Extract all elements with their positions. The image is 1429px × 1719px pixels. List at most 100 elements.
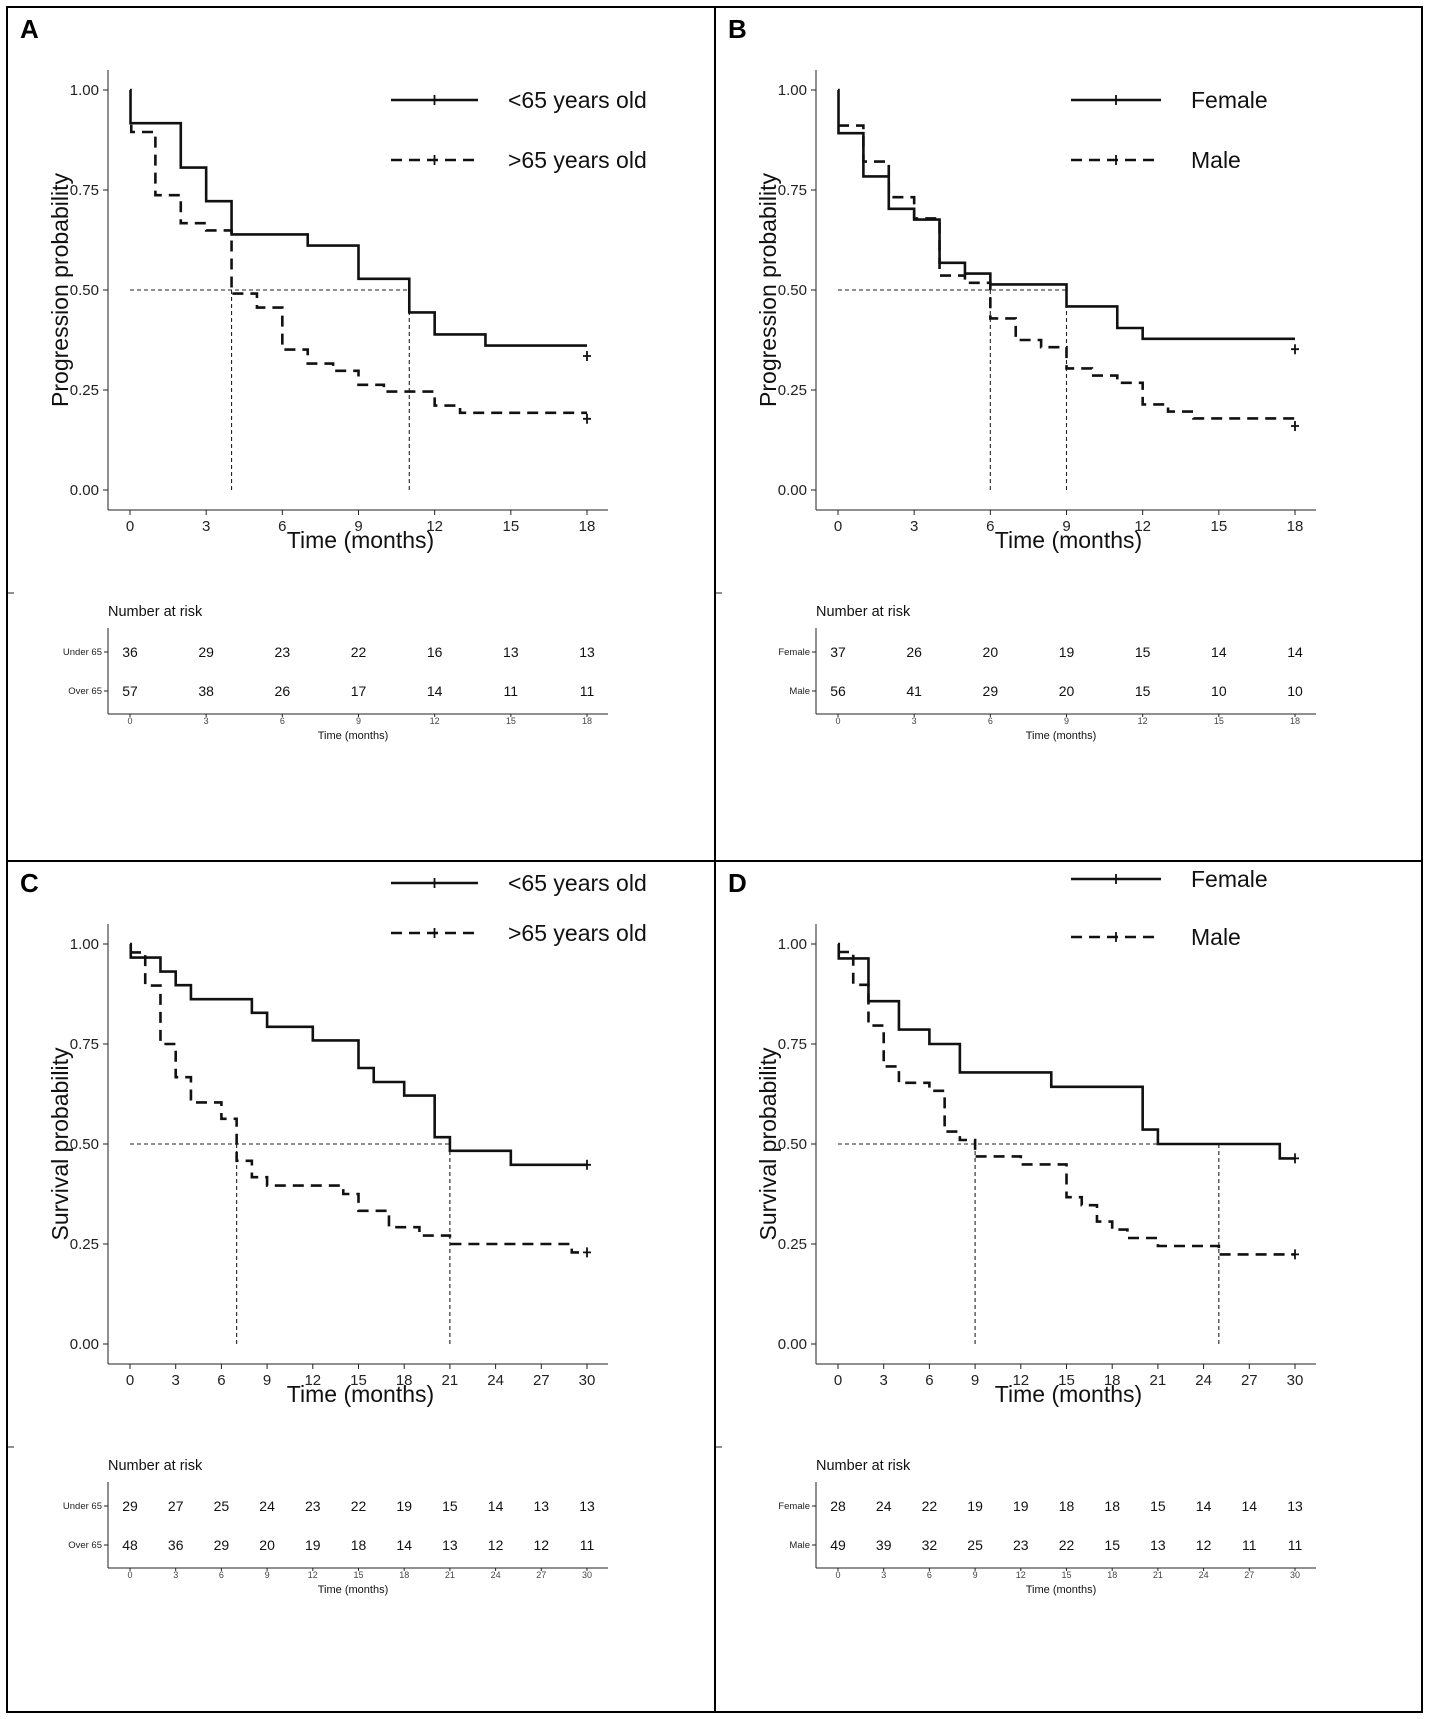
risk-group-label: Under 65: [63, 1501, 102, 1512]
km-curve-solid: [837, 942, 1295, 1160]
risk-x-axis-title: Time (months): [1026, 1584, 1097, 1596]
risk-group-label: Over 65: [68, 1540, 102, 1551]
risk-x-tick-label: 9: [973, 1570, 978, 1580]
x-tick-label: 3: [172, 1372, 180, 1389]
risk-x-axis-title: Time (months): [1026, 730, 1097, 742]
risk-value: 26: [275, 683, 291, 699]
panel-label: B: [728, 14, 747, 44]
risk-value: 14: [488, 1498, 504, 1514]
x-tick-label: 6: [217, 1372, 225, 1389]
risk-x-tick-label: 15: [353, 1570, 363, 1580]
x-axis-title: Time (months): [287, 527, 434, 553]
x-tick-label: 6: [986, 518, 994, 535]
risk-x-tick-label: 24: [1199, 1570, 1209, 1580]
risk-value: 29: [198, 644, 214, 660]
risk-x-tick-label: 12: [1138, 716, 1148, 726]
y-tick-label: 0.75: [778, 182, 807, 199]
risk-value: 23: [1013, 1537, 1029, 1553]
risk-value: 14: [396, 1537, 412, 1553]
risk-value: 18: [1104, 1498, 1120, 1514]
risk-value: 16: [427, 644, 443, 660]
risk-value: 19: [396, 1498, 412, 1514]
risk-x-tick-label: 15: [1214, 716, 1224, 726]
risk-group-label: Under 65: [63, 647, 102, 658]
risk-value: 28: [830, 1498, 846, 1514]
legend-label: Female: [1191, 866, 1268, 892]
censor-mark: [1291, 344, 1299, 355]
risk-value: 15: [1135, 644, 1151, 660]
risk-value: 19: [1059, 644, 1075, 660]
risk-x-tick-label: 27: [1244, 1570, 1254, 1580]
x-tick-label: 3: [880, 1372, 888, 1389]
censor-mark: [1291, 1249, 1299, 1260]
y-tick-label: 0.75: [70, 182, 99, 199]
risk-value: 22: [1059, 1537, 1075, 1553]
risk-value: 26: [906, 644, 922, 660]
x-tick-label: 18: [396, 1372, 413, 1389]
risk-value: 14: [1211, 644, 1227, 660]
risk-value: 38: [198, 683, 214, 699]
risk-value: 14: [1287, 644, 1303, 660]
panel-d: D 0.00 0.25 0.50 0.75 1.00 0 3 6 9 12 15 18 21 24 27 30 T…: [714, 860, 1423, 1713]
risk-x-tick-label: 9: [1064, 716, 1069, 726]
x-tick-label: 24: [487, 1372, 504, 1389]
censor-mark: [1291, 1153, 1299, 1164]
y-tick-label: 1.00: [778, 82, 807, 99]
legend-label: >65 years old: [508, 920, 647, 946]
km-curve-dashed: [838, 950, 1295, 1256]
y-axis-title: Progression probability: [47, 173, 73, 407]
risk-group-label: Male: [789, 1540, 810, 1551]
x-tick-label: 3: [910, 518, 918, 535]
risk-x-tick-label: 12: [430, 716, 440, 726]
risk-value: 22: [351, 644, 367, 660]
risk-value: 22: [351, 1498, 367, 1514]
y-tick-label: 0.25: [778, 382, 807, 399]
x-tick-label: 15: [502, 518, 519, 535]
risk-value: 15: [1104, 1537, 1120, 1553]
y-tick-label: 0.75: [70, 1036, 99, 1053]
risk-x-tick-label: 9: [356, 716, 361, 726]
risk-value: 11: [1242, 1537, 1257, 1553]
risk-x-tick-label: 15: [506, 716, 516, 726]
y-tick-label: 0.25: [70, 382, 99, 399]
y-tick-label: 1.00: [778, 936, 807, 953]
km-curve-solid: [837, 88, 1295, 341]
y-tick-label: 0.50: [778, 1136, 807, 1153]
risk-x-tick-label: 12: [1016, 1570, 1026, 1580]
x-tick-label: 18: [1104, 1372, 1121, 1389]
km-chart-d: D0.000.250.500.751.000 3 6 9 12 15 18 21 24 27 30T…: [716, 866, 1316, 1596]
x-axis-title: Time (months): [995, 527, 1142, 553]
censor-mark: [583, 351, 591, 361]
risk-table-title: Number at risk: [108, 1458, 203, 1474]
risk-x-tick-label: 6: [219, 1570, 224, 1580]
x-tick-label: 15: [350, 1372, 367, 1389]
legend-label: <65 years old: [508, 87, 647, 113]
x-tick-label: 12: [1134, 518, 1151, 535]
x-tick-label: 21: [1150, 1372, 1167, 1389]
x-axis-title: Time (months): [995, 1381, 1142, 1407]
km-chart-b: B 0.00 0.25 0.50 0.75 1.00 0 3 6 9 12 15 18 Time (mon…: [716, 14, 1316, 742]
y-tick-label: 0.50: [778, 282, 807, 299]
x-tick-label: 9: [263, 1372, 271, 1389]
risk-value: 17: [351, 683, 367, 699]
y-tick-label: 1.00: [70, 82, 99, 99]
risk-value: 10: [1287, 683, 1303, 699]
x-tick-label: 9: [971, 1372, 979, 1389]
y-tick-label: 0.00: [70, 1336, 99, 1353]
x-tick-label: 15: [1058, 1372, 1075, 1389]
risk-value: 23: [275, 644, 291, 660]
risk-value: 15: [1150, 1498, 1166, 1514]
risk-value: 29: [122, 1498, 138, 1514]
risk-value: 25: [967, 1537, 983, 1553]
risk-value: 11: [1288, 1537, 1303, 1553]
risk-x-axis-title: Time (months): [318, 1584, 389, 1596]
panel-label: A: [20, 14, 39, 44]
risk-group-label: Male: [789, 686, 810, 697]
risk-x-tick-label: 18: [1290, 716, 1300, 726]
x-tick-label: 0: [126, 518, 134, 535]
x-tick-label: 12: [304, 1372, 321, 1389]
km-curve-solid: [129, 88, 587, 347]
risk-x-tick-label: 18: [399, 1570, 409, 1580]
risk-x-tick-label: 9: [265, 1570, 270, 1580]
y-tick-label: 0.00: [778, 1336, 807, 1353]
